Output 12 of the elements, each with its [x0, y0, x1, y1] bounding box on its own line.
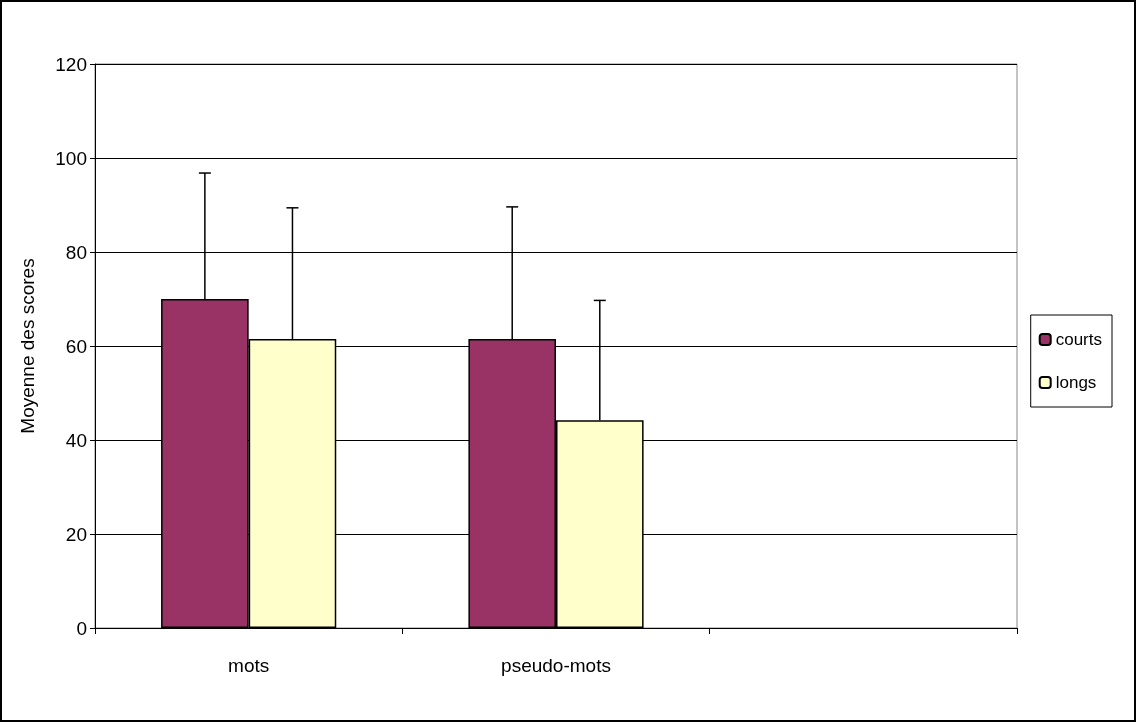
legend-label: longs	[1055, 373, 1097, 392]
y-tick-label: 20	[65, 523, 87, 545]
y-tick-label: 60	[65, 335, 87, 357]
y-tick-label: 120	[55, 53, 87, 75]
x-tick-label: pseudo-mots	[501, 655, 611, 676]
y-tick-label: 0	[76, 617, 87, 639]
y-axis-title: Moyenne des scores	[17, 258, 38, 434]
y-tick-label: 100	[55, 147, 87, 169]
x-tick-label: mots	[228, 655, 270, 676]
y-tick-label: 80	[65, 241, 87, 263]
legend-label: courts	[1055, 330, 1102, 349]
y-tick-label: 40	[65, 429, 87, 451]
